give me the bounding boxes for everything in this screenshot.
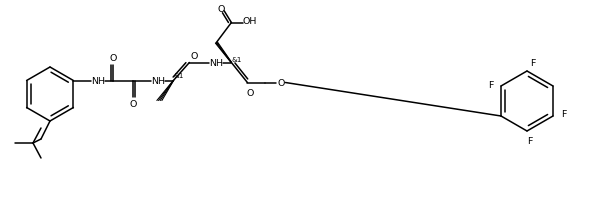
Text: F: F (561, 110, 566, 119)
Text: O: O (130, 99, 137, 109)
Text: NH: NH (209, 59, 223, 68)
Text: F: F (527, 137, 533, 146)
Text: F: F (488, 80, 494, 89)
Text: F: F (530, 58, 536, 67)
Text: O: O (191, 52, 198, 61)
Text: &1: &1 (231, 56, 242, 62)
Text: NH: NH (151, 77, 166, 85)
Text: O: O (110, 54, 117, 63)
Text: O: O (218, 5, 225, 14)
Text: O: O (278, 79, 285, 88)
Text: NH: NH (91, 77, 106, 85)
Text: &1: &1 (173, 73, 184, 79)
Text: O: O (247, 89, 254, 97)
Text: OH: OH (242, 17, 257, 26)
